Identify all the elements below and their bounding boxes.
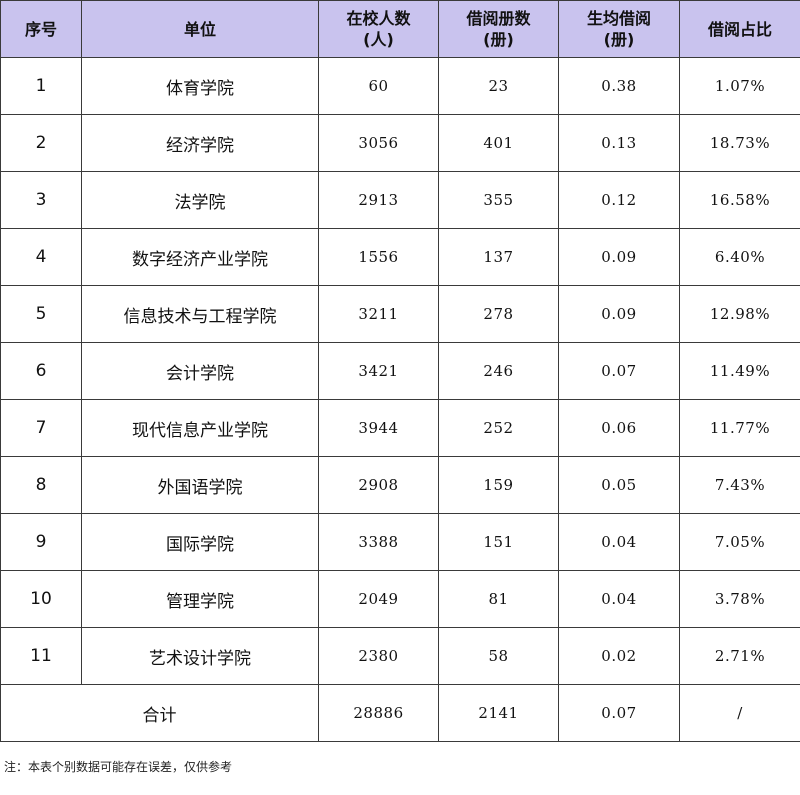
table-footnote: 注：本表个别数据可能存在误差，仅供参考 xyxy=(4,760,233,774)
row-per-capita: 0.04 xyxy=(558,570,680,628)
row-index: 7 xyxy=(0,399,82,457)
row-borrowed: 252 xyxy=(438,399,559,457)
row-students: 1556 xyxy=(318,228,439,286)
row-share: 1.07% xyxy=(679,57,800,115)
row-index: 4 xyxy=(0,228,82,286)
row-index: 9 xyxy=(0,513,82,571)
row-share: 11.77% xyxy=(679,399,800,457)
total-students: 28886 xyxy=(318,684,439,742)
row-share: 11.49% xyxy=(679,342,800,400)
row-unit: 信息技术与工程学院 xyxy=(81,285,319,343)
row-index: 6 xyxy=(0,342,82,400)
row-students: 2380 xyxy=(318,627,439,685)
row-students: 2908 xyxy=(318,456,439,514)
total-row: 合计 28886 2141 0.07 / xyxy=(0,684,800,742)
row-index: 10 xyxy=(0,570,82,628)
row-unit: 现代信息产业学院 xyxy=(81,399,319,457)
row-per-capita: 0.38 xyxy=(558,57,680,115)
row-students: 2049 xyxy=(318,570,439,628)
total-share: / xyxy=(679,684,800,742)
row-share: 2.71% xyxy=(679,627,800,685)
row-index: 8 xyxy=(0,456,82,514)
row-share: 6.40% xyxy=(679,228,800,286)
total-per-capita: 0.07 xyxy=(558,684,680,742)
row-students: 3056 xyxy=(318,114,439,172)
row-unit: 法学院 xyxy=(81,171,319,229)
row-share: 16.58% xyxy=(679,171,800,229)
row-borrowed: 151 xyxy=(438,513,559,571)
row-per-capita: 0.12 xyxy=(558,171,680,229)
row-unit: 数字经济产业学院 xyxy=(81,228,319,286)
row-borrowed: 159 xyxy=(438,456,559,514)
row-index: 2 xyxy=(0,114,82,172)
row-per-capita: 0.02 xyxy=(558,627,680,685)
row-borrowed: 401 xyxy=(438,114,559,172)
row-unit: 国际学院 xyxy=(81,513,319,571)
header-index: 序号 xyxy=(0,0,82,58)
row-borrowed: 246 xyxy=(438,342,559,400)
table-row: 1 体育学院 60 23 0.38 1.07% xyxy=(0,57,800,115)
row-index: 11 xyxy=(0,627,82,685)
row-borrowed: 81 xyxy=(438,570,559,628)
header-share: 借阅占比 xyxy=(679,0,800,58)
row-index: 3 xyxy=(0,171,82,229)
row-students: 3388 xyxy=(318,513,439,571)
row-students: 2913 xyxy=(318,171,439,229)
row-students: 3211 xyxy=(318,285,439,343)
header-unit: 单位 xyxy=(81,0,319,58)
header-borrowed: 借阅册数 (册) xyxy=(438,0,559,58)
row-unit: 管理学院 xyxy=(81,570,319,628)
row-per-capita: 0.13 xyxy=(558,114,680,172)
row-per-capita: 0.05 xyxy=(558,456,680,514)
row-per-capita: 0.06 xyxy=(558,399,680,457)
table-row: 7 现代信息产业学院 3944 252 0.06 11.77% xyxy=(0,399,800,457)
header-row: 序号 单位 在校人数 (人) 借阅册数 (册) 生均借阅 (册) 借阅占比 xyxy=(0,0,800,58)
row-share: 18.73% xyxy=(679,114,800,172)
table-row: 8 外国语学院 2908 159 0.05 7.43% xyxy=(0,456,800,514)
table-row: 9 国际学院 3388 151 0.04 7.05% xyxy=(0,513,800,571)
table-row: 3 法学院 2913 355 0.12 16.58% xyxy=(0,171,800,229)
table-row: 11 艺术设计学院 2380 58 0.02 2.71% xyxy=(0,627,800,685)
total-borrowed: 2141 xyxy=(438,684,559,742)
table-row: 10 管理学院 2049 81 0.04 3.78% xyxy=(0,570,800,628)
header-students: 在校人数 (人) xyxy=(318,0,439,58)
row-share: 7.43% xyxy=(679,456,800,514)
row-students: 3421 xyxy=(318,342,439,400)
row-unit: 外国语学院 xyxy=(81,456,319,514)
row-unit: 经济学院 xyxy=(81,114,319,172)
row-borrowed: 137 xyxy=(438,228,559,286)
row-per-capita: 0.04 xyxy=(558,513,680,571)
row-index: 1 xyxy=(0,57,82,115)
row-share: 7.05% xyxy=(679,513,800,571)
row-index: 5 xyxy=(0,285,82,343)
row-per-capita: 0.09 xyxy=(558,285,680,343)
borrowing-statistics-table: 序号 单位 在校人数 (人) 借阅册数 (册) 生均借阅 (册) 借阅占比 xyxy=(0,0,800,742)
row-borrowed: 278 xyxy=(438,285,559,343)
row-students: 3944 xyxy=(318,399,439,457)
header-per-capita: 生均借阅 (册) xyxy=(558,0,680,58)
row-per-capita: 0.09 xyxy=(558,228,680,286)
row-unit: 艺术设计学院 xyxy=(81,627,319,685)
table-row: 2 经济学院 3056 401 0.13 18.73% xyxy=(0,114,800,172)
row-unit: 体育学院 xyxy=(81,57,319,115)
row-unit: 会计学院 xyxy=(81,342,319,400)
table-row: 6 会计学院 3421 246 0.07 11.49% xyxy=(0,342,800,400)
row-per-capita: 0.07 xyxy=(558,342,680,400)
row-students: 60 xyxy=(318,57,439,115)
row-share: 12.98% xyxy=(679,285,800,343)
row-share: 3.78% xyxy=(679,570,800,628)
row-borrowed: 23 xyxy=(438,57,559,115)
table-row: 5 信息技术与工程学院 3211 278 0.09 12.98% xyxy=(0,285,800,343)
row-borrowed: 58 xyxy=(438,627,559,685)
table-row: 4 数字经济产业学院 1556 137 0.09 6.40% xyxy=(0,228,800,286)
total-label: 合计 xyxy=(0,684,319,742)
row-borrowed: 355 xyxy=(438,171,559,229)
